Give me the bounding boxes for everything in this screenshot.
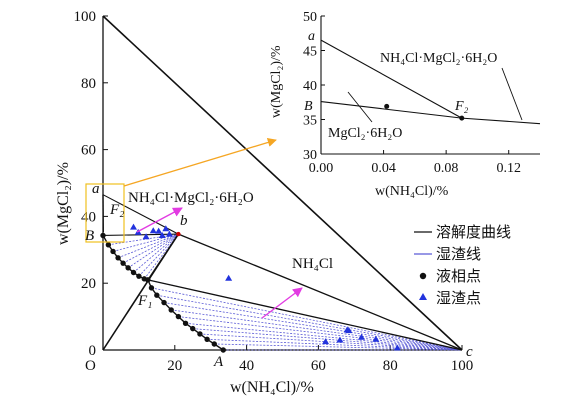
label-B: B <box>85 228 94 244</box>
tie-line <box>151 288 462 350</box>
main-x-tick-label: 40 <box>239 358 254 374</box>
main-x-tick-label: 100 <box>451 358 474 374</box>
main-y-tick-label: 80 <box>81 76 96 92</box>
liquid-point <box>120 260 125 265</box>
liquid-point <box>136 273 141 278</box>
wet-residue-point <box>372 336 379 342</box>
label-F1: F₁ <box>137 293 152 309</box>
liquid-point <box>212 341 217 346</box>
solubility-curves <box>103 195 462 350</box>
main-x-tick-label: 20 <box>167 358 182 374</box>
wet-residue-point <box>150 227 157 233</box>
inset-x-tick-label: 0.04 <box>371 161 396 176</box>
liquid-point <box>145 277 150 282</box>
inset-y-tick-label: 30 <box>303 148 317 163</box>
main-y-tick-label: 100 <box>74 9 97 25</box>
wet-residue-point <box>358 334 365 340</box>
label-b: b <box>180 213 188 229</box>
liquid-point <box>115 255 120 260</box>
inset-liquid-point <box>384 104 389 109</box>
label-a: a <box>92 181 100 197</box>
double-salt-arrow <box>137 208 182 232</box>
main-y-axis-title: w(MgCl₂)/% <box>55 162 72 245</box>
liquid-point <box>154 293 159 298</box>
liquid-point <box>183 321 188 326</box>
inset-mgcl2-label: MgCl₂·6H₂O <box>328 126 402 141</box>
main-y-tick-label: 60 <box>81 143 96 159</box>
line-c-F1 <box>148 280 462 350</box>
zoom-arrow <box>124 140 276 186</box>
main-y-tick-label: 20 <box>81 276 96 292</box>
line-b-c <box>178 234 462 350</box>
inset-y-tick-label: 35 <box>303 114 317 129</box>
point-b-marker <box>176 232 180 236</box>
liquid-point <box>106 242 111 247</box>
main-x-tick-label: 60 <box>311 358 326 374</box>
wet-residue-point <box>225 275 232 281</box>
inset-label-a: a <box>308 29 315 44</box>
tie-lines <box>108 234 462 350</box>
liquid-point <box>110 249 115 254</box>
legend: 溶解度曲线 湿渣线 液相点 湿渣点 <box>414 224 511 307</box>
inset-point-F2 <box>459 116 464 121</box>
liquid-point <box>221 347 226 352</box>
inset-y-axis-title: w(MgCl₂)/% <box>269 45 284 118</box>
liquid-point <box>190 326 195 331</box>
inset-x-tick-label: 0.00 <box>309 161 334 176</box>
liquid-point <box>149 285 154 290</box>
inset-y-tick-label: 45 <box>303 45 317 60</box>
inset-y-tick-label: 40 <box>303 79 317 94</box>
tie-line <box>164 303 462 350</box>
region-nh4cl-label: NH₄Cl <box>292 256 333 272</box>
inset-panel: 0.00 0.04 0.08 0.12 30 35 40 45 50 w(NH₄Cl)/% w(… <box>269 10 560 199</box>
main-y-tick-label: 0 <box>89 343 97 359</box>
label-F2: F₂ <box>109 202 124 218</box>
main-y-tick-label: 40 <box>81 209 96 225</box>
inset-label-F2: F₂ <box>454 99 469 114</box>
legend-wetresidue-swatch <box>419 293 427 300</box>
liquid-point <box>125 265 130 270</box>
tie-line <box>157 295 462 350</box>
inset-x-axis-title: w(NH₄Cl)/% <box>375 184 449 199</box>
wet-residue-point <box>166 231 173 237</box>
legend-solubility-label: 溶解度曲线 <box>436 224 511 241</box>
liquid-point <box>176 314 181 319</box>
wet-residue-point <box>130 224 137 230</box>
label-A: A <box>213 354 224 370</box>
liquid-point <box>204 337 209 342</box>
legend-liquid-label: 液相点 <box>436 268 481 285</box>
inset-double-salt-label: NH₄Cl·MgCl₂·6H₂O <box>380 51 497 66</box>
main-x-tick-label: 80 <box>383 358 398 374</box>
liquid-point <box>161 300 166 305</box>
wet-residue-point <box>336 336 343 342</box>
legend-tieline-label: 湿渣线 <box>436 246 481 263</box>
inset-y-tick-label: 50 <box>303 10 317 25</box>
label-c: c <box>466 344 473 360</box>
liquid-point <box>169 307 174 312</box>
legend-liquid-swatch <box>420 273 426 279</box>
tie-line <box>186 323 462 350</box>
inset-label-B: B <box>304 99 313 114</box>
legend-wetresidue-label: 湿渣点 <box>436 290 481 307</box>
tie-line <box>139 234 178 276</box>
label-O: O <box>85 358 96 374</box>
wet-residue-point <box>155 228 162 234</box>
region-double-salt-label: NH₄Cl·MgCl₂·6H₂O <box>128 190 254 206</box>
main-x-axis-title: w(NH₄Cl)/% <box>230 379 314 396</box>
inset-x-tick-label: 0.12 <box>496 161 521 176</box>
inset-x-tick-label: 0.08 <box>434 161 459 176</box>
liquid-point <box>131 270 136 275</box>
liquid-point <box>100 233 105 238</box>
liquid-point <box>197 331 202 336</box>
